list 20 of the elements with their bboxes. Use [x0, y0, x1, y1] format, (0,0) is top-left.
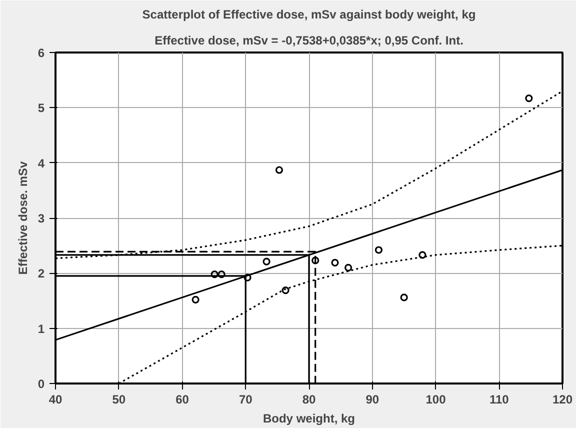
x-tick-label: 110 [489, 392, 510, 406]
y-tick-label: 3 [38, 212, 45, 226]
x-tick-label: 90 [366, 392, 380, 406]
x-axis-title: Body weight, kg [263, 412, 356, 426]
chart-subtitle: Effective dose, mSv = -0,7538+0,0385*x; 0,95 Conf. Int. [154, 34, 464, 48]
chart-title: Scatterplot of Effective dose, mSv against body weight, kg [142, 8, 476, 22]
y-tick-label: 5 [38, 101, 45, 116]
y-axis-title: Effective dose. mSv [16, 160, 30, 275]
x-tick-label: 100 [426, 392, 446, 406]
y-tick-label: 0 [38, 377, 45, 391]
x-tick-label: 60 [176, 392, 190, 406]
x-tick-label: 80 [302, 392, 316, 406]
x-tick-label: 50 [112, 392, 126, 406]
y-tick-label: 6 [38, 46, 45, 60]
x-tick-label: 120 [552, 392, 573, 406]
x-tick-label: 70 [238, 392, 253, 406]
y-tick-label: 4 [38, 156, 45, 170]
y-tick-label: 1 [38, 322, 45, 336]
x-tick-label: 40 [48, 392, 62, 406]
y-tick-label: 2 [38, 266, 45, 281]
